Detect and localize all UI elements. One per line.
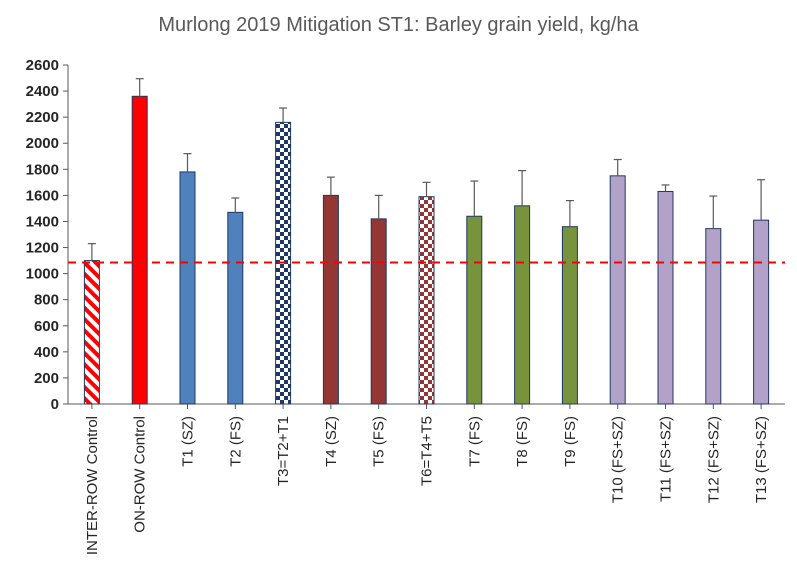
y-tick-label: 600 [34, 318, 59, 335]
x-tick-label: T12 (FS+SZ) [705, 416, 722, 503]
y-tick-label: 2200 [26, 109, 59, 126]
x-tick-label: T7 (FS) [466, 416, 483, 467]
y-tick-label: 2600 [26, 57, 59, 74]
y-tick-label: 1400 [26, 213, 59, 230]
bar [466, 215, 483, 405]
bar [753, 219, 770, 405]
x-tick-label: T11 (FS+SZ) [658, 416, 675, 502]
x-tick-label: T3=T2+T1 [275, 416, 292, 486]
bar [609, 175, 626, 405]
x-tick-label: T13 (FS+SZ) [753, 416, 770, 503]
x-tick-label: T2 (FS) [227, 416, 244, 467]
x-tick-label: T1 (SZ) [180, 416, 197, 467]
y-tick-label: 1200 [26, 240, 59, 257]
x-tick-label: T10 (FS+SZ) [610, 416, 627, 503]
bar [131, 95, 148, 405]
y-tick-label: 1800 [26, 161, 59, 178]
bar [322, 194, 339, 405]
y-tick-label: 800 [34, 292, 59, 309]
chart-title: Murlong 2019 Mitigation ST1: Barley grai… [158, 14, 639, 36]
x-tick-label: T6=T4+T5 [419, 416, 436, 486]
bar [418, 196, 435, 405]
bar [705, 228, 722, 405]
bar [83, 260, 100, 405]
x-tick-label: INTER-ROW Control [84, 416, 101, 555]
x-tick-label: T9 (FS) [562, 416, 579, 467]
y-tick-label: 200 [34, 370, 59, 387]
y-tick-label: 1000 [26, 266, 59, 283]
y-tick-label: 2000 [26, 135, 59, 152]
y-tick-label: 400 [34, 344, 59, 361]
x-tick-label: ON-ROW Control [132, 416, 149, 533]
bar [561, 226, 578, 405]
bar [514, 205, 531, 405]
y-tick-label: 0 [51, 396, 59, 413]
x-tick-label: T8 (FS) [514, 416, 531, 467]
y-tick-label: 2400 [26, 83, 59, 100]
x-tick-label: T4 (SZ) [323, 416, 340, 467]
y-tick-label: 1600 [26, 187, 59, 204]
x-tick-label: T5 (FS) [371, 416, 388, 467]
bar [179, 171, 196, 405]
bar [370, 218, 387, 405]
bar [227, 211, 244, 405]
bar [657, 190, 674, 405]
